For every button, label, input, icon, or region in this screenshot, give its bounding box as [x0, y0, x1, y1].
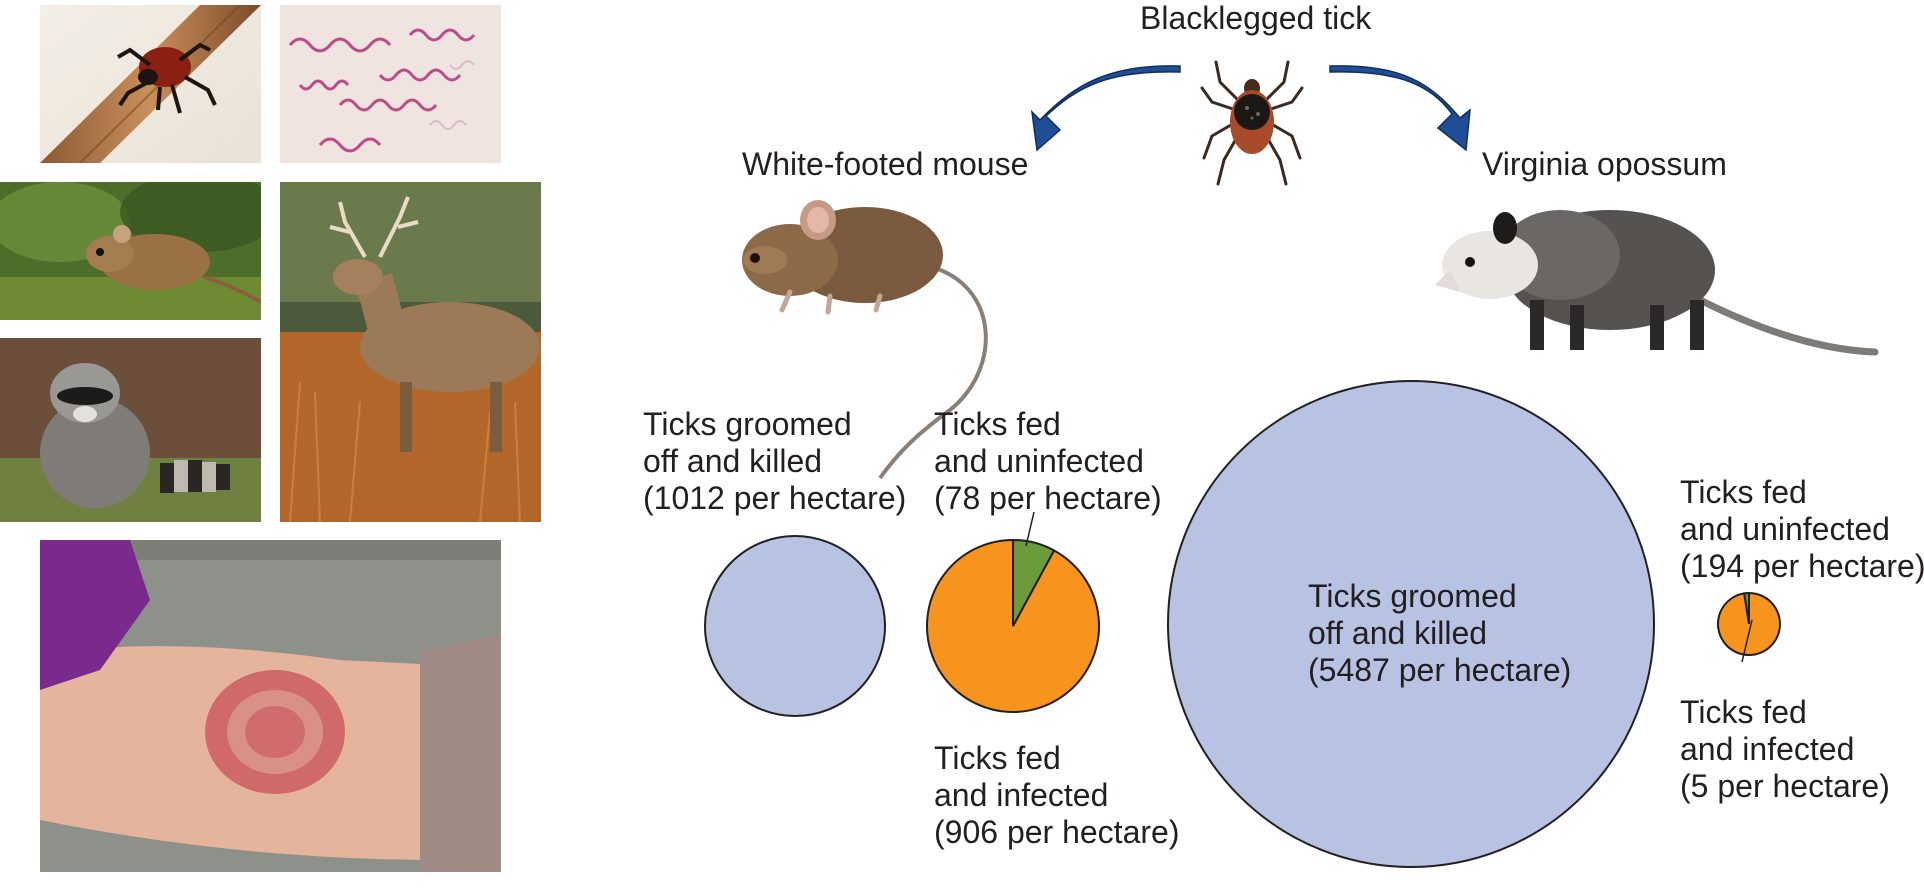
label-line: Ticks fed: [934, 406, 1061, 442]
mouse-groomed-pie: [704, 535, 886, 717]
label-line: Ticks fed: [1680, 474, 1807, 510]
label-line: Ticks fed: [1680, 694, 1807, 730]
mouse-infected-label: Ticks fed and infected (906 per hectare): [934, 740, 1179, 851]
mouse-groomed-label: Ticks groomed off and killed (1012 per h…: [643, 406, 906, 517]
label-line: and uninfected: [1680, 511, 1890, 547]
host-label-mouse: White-footed mouse: [742, 146, 1029, 182]
tick-illustration-icon: [1200, 60, 1304, 186]
label-line: off and killed: [1308, 615, 1488, 651]
diagram-title: Blacklegged tick: [1140, 0, 1372, 36]
mouse-photo: [0, 182, 261, 320]
label-line: (5 per hectare): [1680, 768, 1890, 804]
opossum-fed-pie: [1717, 591, 1781, 656]
pie-slice-uninfected: [1012, 538, 1056, 627]
leader-opossum-infected: [1741, 619, 1753, 663]
mouse-illustration-icon: [742, 200, 988, 480]
spirochete-bacteria-photo: [280, 5, 501, 163]
label-line: and uninfected: [934, 443, 1144, 479]
opossum-uninfected-label: Ticks fed and uninfected (194 per hectar…: [1680, 474, 1924, 585]
opossum-groomed-pie: [1167, 380, 1655, 868]
opossum-groomed-label: Ticks groomed off and killed (5487 per h…: [1308, 578, 1571, 689]
label-line: off and killed: [643, 443, 823, 479]
tick-on-wood-photo: [40, 5, 261, 163]
arrow-left-icon: [1030, 65, 1181, 152]
host-label-opossum: Virginia opossum: [1482, 146, 1727, 182]
label-line: (1012 per hectare): [643, 480, 907, 516]
label-line: Ticks fed: [934, 740, 1061, 776]
deer-photo: [280, 182, 541, 522]
label-line: (906 per hectare): [934, 814, 1180, 850]
arrow-to-mouse-icon: [1030, 73, 1178, 150]
bullseye-rash-photo: [40, 540, 501, 872]
opossum-infected-label: Ticks fed and infected (5 per hectare): [1680, 694, 1890, 805]
label-line: Ticks groomed: [1308, 578, 1517, 614]
opossum-illustration-icon: [1435, 210, 1879, 356]
label-line: (5487 per hectare): [1308, 652, 1572, 688]
label-line: (78 per hectare): [934, 480, 1162, 516]
label-line: and infected: [1680, 731, 1855, 767]
arrow-right-icon: [1329, 65, 1471, 152]
label-line: Ticks groomed: [643, 406, 852, 442]
label-line: (194 per hectare): [1680, 548, 1924, 584]
pie-slice-uninfected: [1717, 591, 1781, 656]
mouse-uninfected-label: Ticks fed and uninfected (78 per hectare…: [934, 406, 1162, 517]
mouse-fed-pie: [926, 538, 1100, 713]
leader-mouse-uninfected: [1025, 511, 1035, 547]
raccoon-photo: [0, 338, 261, 522]
label-line: and infected: [934, 777, 1109, 813]
